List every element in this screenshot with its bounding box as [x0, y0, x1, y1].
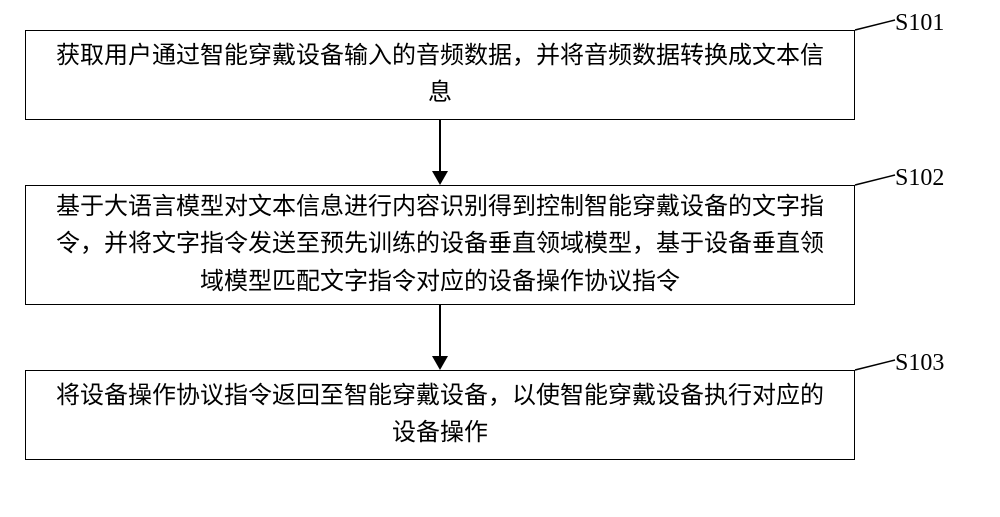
step-box-s103: 将设备操作协议指令返回至智能穿戴设备，以使智能穿戴设备执行对应的设备操作 [25, 370, 855, 460]
arrow-s101-to-s102 [420, 120, 460, 185]
step-label-s103: S103 [895, 350, 944, 377]
step-text-s103: 将设备操作协议指令返回至智能穿戴设备，以使智能穿戴设备执行对应的设备操作 [56, 378, 824, 452]
label-leader-s101 [853, 18, 897, 32]
step-box-s101: 获取用户通过智能穿戴设备输入的音频数据，并将音频数据转换成文本信息 [25, 30, 855, 120]
step-label-s102: S102 [895, 165, 944, 192]
step-label-s101: S101 [895, 10, 944, 37]
step-text-s101: 获取用户通过智能穿戴设备输入的音频数据，并将音频数据转换成文本信息 [56, 38, 824, 112]
arrow-s102-to-s103 [420, 305, 460, 370]
label-leader-s103 [853, 358, 897, 372]
label-leader-s102 [853, 173, 897, 187]
step-box-s102: 基于大语言模型对文本信息进行内容识别得到控制智能穿戴设备的文字指令，并将文字指令… [25, 185, 855, 305]
flowchart-canvas: 获取用户通过智能穿戴设备输入的音频数据，并将音频数据转换成文本信息 S101 基于大… [0, 0, 1000, 517]
step-text-s102: 基于大语言模型对文本信息进行内容识别得到控制智能穿戴设备的文字指令，并将文字指令… [56, 189, 824, 301]
